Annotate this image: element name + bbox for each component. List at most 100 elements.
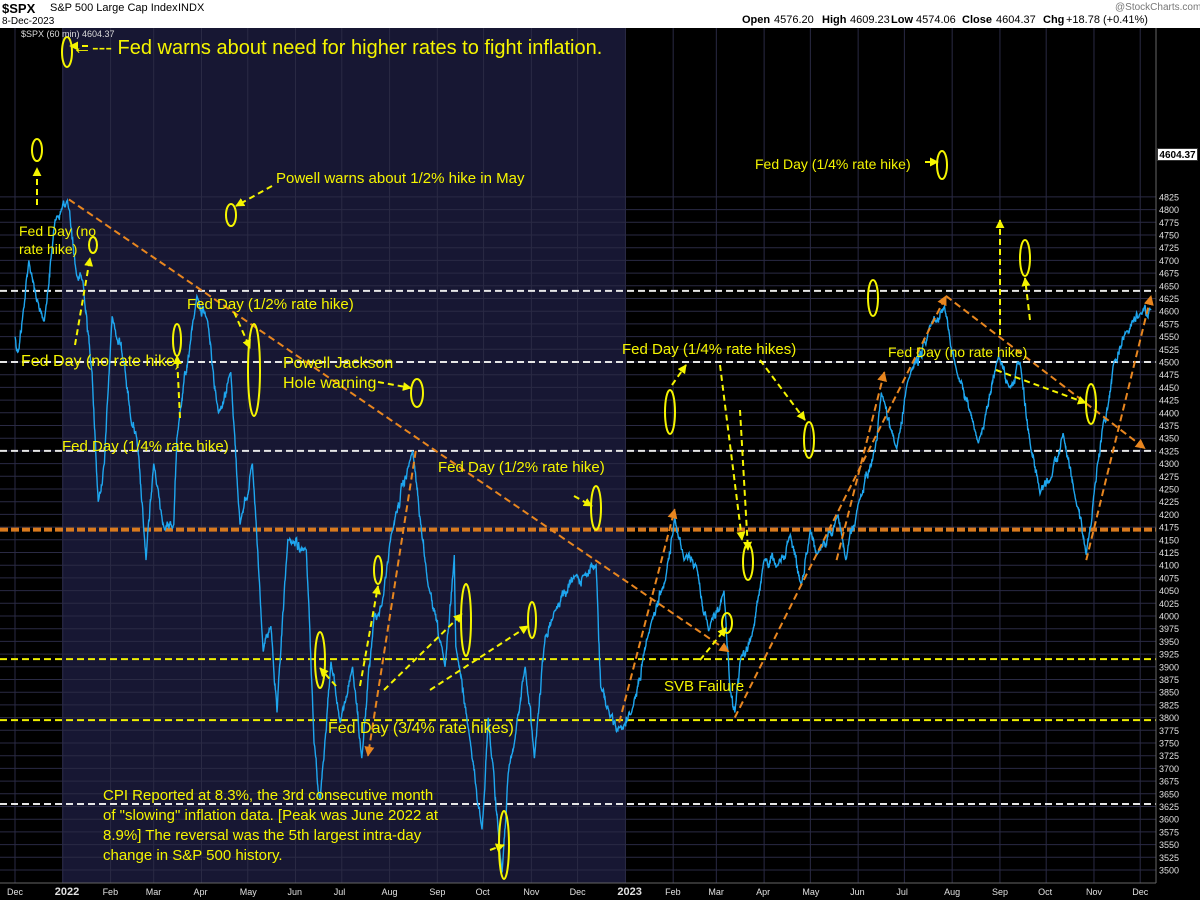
x-tick-label: Jun [288, 887, 303, 897]
chart-header: $SPX S&P 500 Large Cap Index INDX 8-Dec-… [0, 0, 1200, 28]
annotation-arrow [319, 667, 337, 687]
annotation-arrow [759, 359, 806, 421]
annotation-arrow [74, 257, 94, 346]
open-value: 4576.20 [774, 14, 814, 26]
y-tick-label: 4250 [1159, 485, 1179, 495]
annotations: ←--- Fed warns about need for higher rat… [19, 37, 1027, 864]
y-tick-label: 4325 [1159, 446, 1179, 456]
annotation-text: Fed Day (1/4% rate hikes) [622, 341, 796, 358]
annotation-text: of "slowing" inflation data. [Peak was J… [103, 807, 439, 824]
x-tick-label: Dec [570, 887, 587, 897]
y-tick-label: 4400 [1159, 408, 1179, 418]
y-tick-label: 3875 [1159, 675, 1179, 685]
annotation-text: Fed Day (3/4% rate hikes) [328, 720, 514, 737]
annotation-text: SVB Failure [664, 678, 744, 695]
trend-line [733, 295, 947, 719]
y-tick-label: 4775 [1159, 218, 1179, 228]
chg-value: +18.78 (+0.41%) [1066, 14, 1148, 26]
highlight-oval [1019, 239, 1031, 277]
highlight-oval [803, 421, 815, 459]
y-tick-label: 4725 [1159, 243, 1179, 253]
horizontal-levels [0, 289, 1156, 805]
x-axis-band [0, 883, 1200, 900]
highlight-oval [721, 612, 733, 634]
y-tick-label: 4550 [1159, 332, 1179, 342]
x-tick-label: Oct [1038, 887, 1053, 897]
y-tick-label: 4600 [1159, 307, 1179, 317]
series-legend: $SPX (60 min) 4604.37 [21, 29, 115, 39]
y-tick-label: 3600 [1159, 815, 1179, 825]
y-tick-label: 3575 [1159, 827, 1179, 837]
shaded-region-2022 [62, 28, 626, 883]
y-tick-label: 4425 [1159, 396, 1179, 406]
y-tick-label: 4200 [1159, 510, 1179, 520]
x-tick-label: Aug [382, 887, 398, 897]
watermark: @StockCharts.com [1115, 2, 1200, 13]
highlight-oval [664, 389, 676, 435]
annotation-arrow [233, 311, 251, 349]
highlight-oval [373, 555, 383, 585]
trend-line [68, 198, 730, 653]
high-label: High [822, 14, 847, 26]
x-tick-label: Mar [708, 887, 724, 897]
y-tick-label: 4150 [1159, 535, 1179, 545]
y-tick-label: 4125 [1159, 548, 1179, 558]
x-tick-label: Sep [429, 887, 445, 897]
annotation-text: Fed Day (no rate hike) [888, 344, 1027, 360]
annotation-arrow [359, 585, 381, 687]
y-tick-label: 3975 [1159, 624, 1179, 634]
y-tick-label: 3550 [1159, 840, 1179, 850]
x-tick-label: 2022 [55, 886, 79, 898]
y-tick-label: 4075 [1159, 573, 1179, 583]
y-tick-label: 4175 [1159, 523, 1179, 533]
highlight-oval [314, 631, 326, 689]
annotation-text: Powell Jackson [283, 355, 393, 372]
highlight-oval [247, 323, 261, 417]
annotation-arrow [235, 185, 273, 207]
annotation-text: Fed Day (no [19, 223, 96, 239]
y-tick-label: 4275 [1159, 472, 1179, 482]
highlight-oval [410, 378, 424, 408]
x-tick-label: Mar [146, 887, 162, 897]
y-tick-label: 4475 [1159, 370, 1179, 380]
x-tick-label: May [240, 887, 258, 897]
y-tick-label: 4750 [1159, 231, 1179, 241]
annotation-text: rate hike) [19, 241, 77, 257]
highlight-oval [88, 236, 98, 254]
y-tick-label: 4575 [1159, 319, 1179, 329]
y-tick-label: 3500 [1159, 866, 1179, 876]
y-tick-label: 3725 [1159, 751, 1179, 761]
price-series [14, 197, 1152, 873]
y-tick-label: 4450 [1159, 383, 1179, 393]
y-tick-label: 3925 [1159, 650, 1179, 660]
annotation-arrow [489, 843, 505, 852]
date: 8-Dec-2023 [2, 16, 55, 27]
open-label: Open [742, 14, 771, 26]
y-tick-label: 3800 [1159, 713, 1179, 723]
annotation-arrow [1021, 277, 1031, 321]
y-tick-label: 3625 [1159, 802, 1179, 812]
y-tick-label: 3950 [1159, 637, 1179, 647]
y-tick-label: 4650 [1159, 281, 1179, 291]
x-tick-label: Aug [944, 887, 960, 897]
x-tick-label: Feb [103, 887, 119, 897]
trend-line [945, 295, 1146, 450]
annotation-text: Fed Day (1/4% rate hike) [755, 156, 911, 172]
symbol: $SPX [2, 1, 36, 16]
x-tick-label: Oct [476, 887, 491, 897]
trend-line [364, 450, 417, 757]
highlight-oval [867, 279, 879, 317]
x-tick-label: Nov [1086, 887, 1103, 897]
y-tick-label: 3900 [1159, 662, 1179, 672]
annotation-arrow [739, 409, 753, 551]
y-tick-label: 3675 [1159, 777, 1179, 787]
exchange: INDX [178, 2, 205, 14]
x-tick-label: May [802, 887, 820, 897]
annotation-text: change in S&P 500 history. [103, 847, 283, 864]
y-tick-label: 4000 [1159, 612, 1179, 622]
x-tick-label: 2023 [617, 886, 641, 898]
y-tick-label: 4300 [1159, 459, 1179, 469]
y-tick-label: 4700 [1159, 256, 1179, 266]
annotation-arrow [573, 495, 593, 507]
